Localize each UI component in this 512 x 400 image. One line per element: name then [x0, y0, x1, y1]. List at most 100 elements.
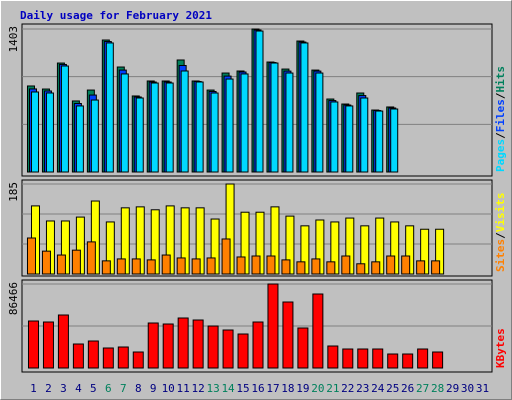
bar [432, 351, 444, 369]
bar [191, 258, 201, 275]
bar [270, 62, 279, 173]
bar [131, 258, 141, 275]
bar [132, 351, 144, 369]
x-tick-label: 30 [461, 382, 474, 395]
bar [311, 258, 321, 275]
bar [281, 259, 291, 275]
x-tick-label: 3 [60, 382, 67, 395]
x-tick-label: 27 [416, 382, 429, 395]
bar [120, 73, 129, 173]
x-tick-label: 1 [30, 382, 37, 395]
x-tick-label: 12 [192, 382, 205, 395]
bar [357, 348, 369, 369]
bar [402, 353, 414, 369]
y-tick-label: 185 [7, 182, 20, 202]
bar [210, 92, 219, 173]
bar [236, 256, 246, 275]
bar [42, 321, 54, 369]
bar [375, 110, 384, 173]
x-tick-label: 13 [206, 382, 219, 395]
x-tick-label: 28 [431, 382, 444, 395]
legend: Pages/Files/Hits [494, 66, 507, 172]
x-tick-label: 17 [266, 382, 279, 395]
bar [401, 255, 411, 275]
bar [431, 260, 441, 275]
bar [161, 254, 171, 275]
x-tick-label: 4 [75, 382, 82, 395]
bar [162, 323, 174, 369]
bar [222, 329, 234, 369]
x-tick-label: 2 [45, 382, 52, 395]
bar [177, 317, 189, 369]
x-tick-label: 24 [371, 382, 385, 395]
bar [371, 261, 381, 275]
bar [41, 250, 51, 275]
bar [342, 348, 354, 369]
bar [387, 353, 399, 369]
bar [315, 72, 324, 173]
legend-entry: Files [494, 99, 507, 132]
bar [285, 72, 294, 173]
bar [416, 260, 426, 275]
bar [345, 105, 354, 173]
bar [57, 314, 69, 369]
bar [221, 238, 231, 275]
bar [75, 105, 84, 173]
x-tick-label: 20 [311, 382, 324, 395]
bar [195, 81, 204, 173]
legend-entry: Visits [494, 193, 507, 233]
x-tick-label: 6 [105, 382, 112, 395]
x-tick-label: 26 [401, 382, 414, 395]
bar [86, 241, 96, 275]
bar [297, 327, 309, 369]
bar [27, 320, 39, 369]
bar [207, 325, 219, 369]
legend-separator: / [494, 232, 507, 239]
x-tick-label: 10 [162, 382, 175, 395]
bar [282, 301, 294, 369]
bar [26, 237, 36, 275]
x-tick-label: 16 [251, 382, 264, 395]
bar [150, 82, 159, 173]
bar [326, 261, 336, 275]
bar [237, 333, 249, 369]
bar [101, 260, 111, 275]
bar [267, 283, 279, 369]
legend-entry: Hits [494, 66, 507, 93]
bar [240, 73, 249, 173]
bar [105, 42, 114, 173]
chart-title: Daily usage for February 2021 [20, 9, 212, 22]
bar [30, 91, 39, 173]
bar [360, 97, 369, 173]
y-tick-label: 1403 [7, 26, 20, 53]
x-tick-label: 15 [236, 382, 249, 395]
bar [330, 101, 339, 173]
x-tick-label: 9 [150, 382, 157, 395]
bar [87, 340, 99, 369]
x-tick-label: 7 [120, 382, 127, 395]
bar [60, 65, 69, 173]
bar [192, 319, 204, 369]
bar [147, 322, 159, 369]
x-tick-label: 14 [221, 382, 235, 395]
legend-entry: KBytes [494, 328, 507, 368]
x-tick-label: 11 [177, 382, 190, 395]
bar [255, 30, 264, 173]
x-tick-label: 19 [296, 382, 309, 395]
bar [341, 255, 351, 275]
bar [146, 259, 156, 275]
bar [312, 293, 324, 369]
bar [327, 345, 339, 369]
bar [116, 258, 126, 275]
bar [56, 254, 66, 275]
bar [45, 92, 54, 173]
x-tick-label: 18 [281, 382, 294, 395]
bar [180, 70, 189, 173]
bar [386, 255, 396, 275]
legend-entry: Pages [494, 139, 507, 172]
bar [225, 78, 234, 173]
bar [417, 348, 429, 369]
x-tick-label: 21 [326, 382, 339, 395]
